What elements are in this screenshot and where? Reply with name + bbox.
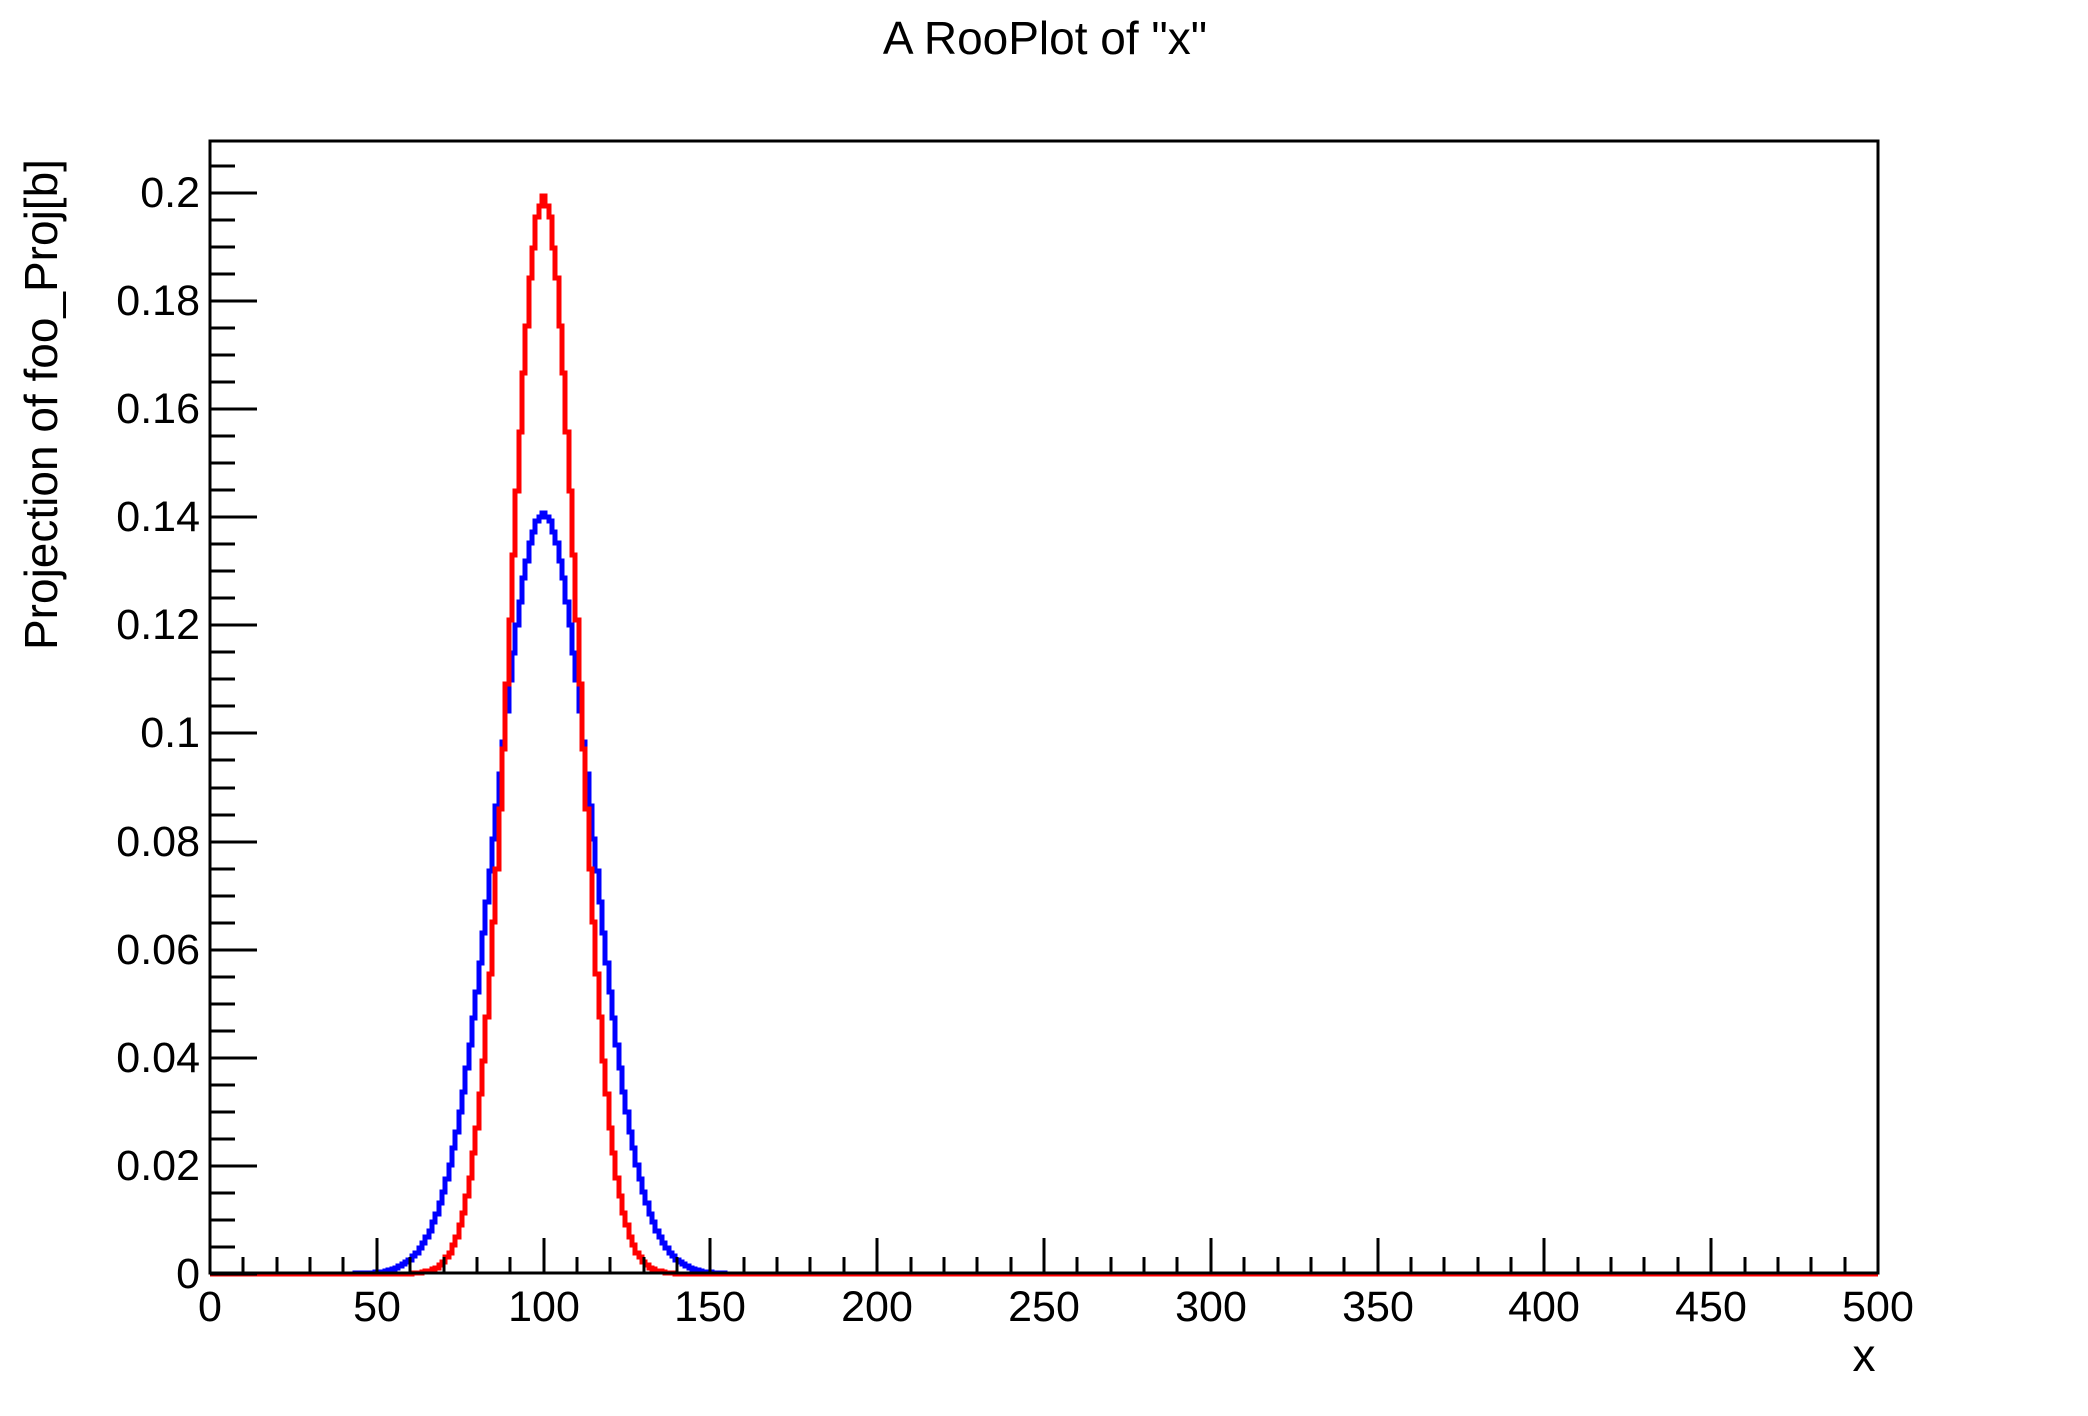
y-tick-label: 0.2 (140, 169, 200, 217)
y-tick-label: 0.14 (116, 493, 200, 541)
x-tick-label: 400 (1508, 1283, 1580, 1331)
y-tick-label: 0.16 (116, 385, 200, 433)
y-tick-label: 0.04 (116, 1034, 200, 1082)
x-tick-label: 300 (1175, 1283, 1247, 1331)
x-tick-label: 350 (1342, 1283, 1414, 1331)
y-tick-label: 0.02 (116, 1142, 200, 1190)
plot-title: A RooPlot of "x" (882, 12, 1208, 64)
wide-gaussian-projection-curve (210, 510, 1878, 1277)
y-tick-label: 0 (176, 1250, 200, 1298)
y-tick-label: 0.18 (116, 277, 200, 325)
x-tick-label: 0 (198, 1283, 222, 1331)
y-tick-label: 0.08 (116, 818, 200, 866)
x-tick-label: 500 (1842, 1283, 1914, 1331)
y-tick-label: 0.1 (140, 709, 200, 757)
y-tick-label: 0.12 (116, 601, 200, 649)
x-tick-label: 450 (1675, 1283, 1747, 1331)
x-tick-label: 100 (508, 1283, 580, 1331)
x-axis-title: x (1852, 1329, 1876, 1381)
x-tick-label: 250 (1008, 1283, 1080, 1331)
x-tick-label: 200 (841, 1283, 913, 1331)
x-tick-label: 50 (353, 1283, 401, 1331)
x-tick-label: 150 (674, 1283, 746, 1331)
y-tick-label: 0.06 (116, 926, 200, 974)
